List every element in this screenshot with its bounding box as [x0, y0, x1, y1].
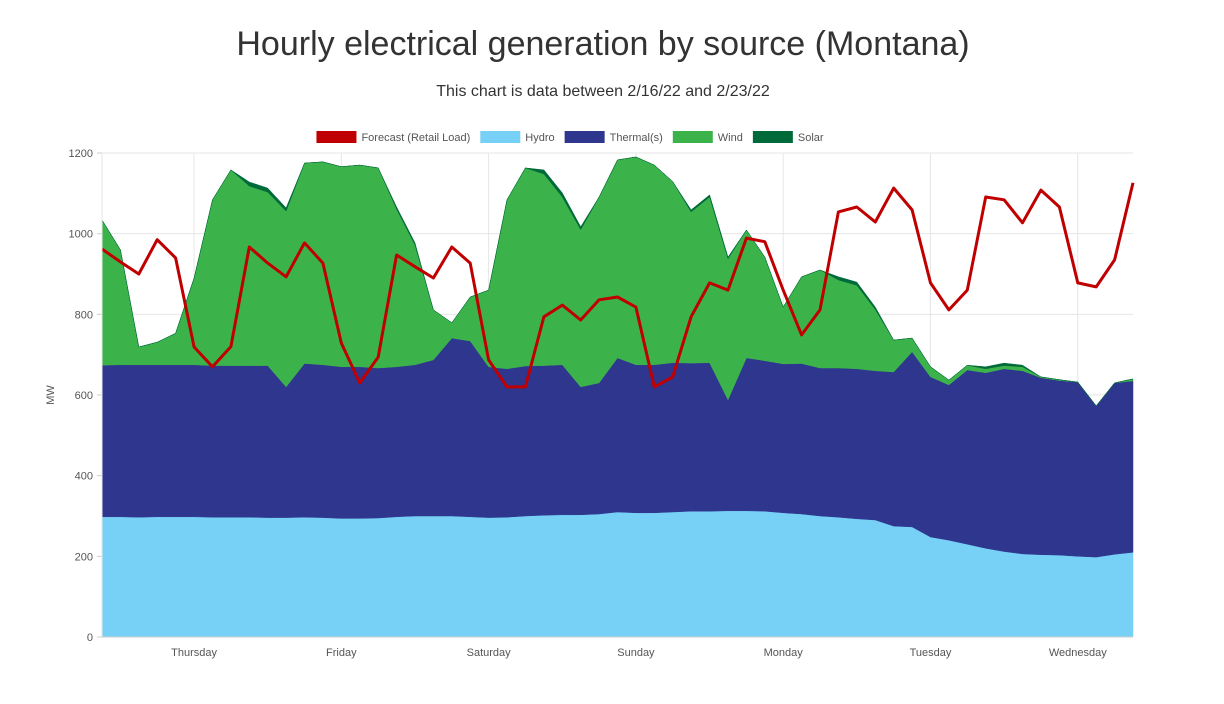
x-tick-label: Thursday: [171, 647, 217, 659]
y-tick-label: 600: [75, 390, 93, 402]
y-tick-label: 400: [75, 471, 93, 483]
x-tick-label: Monday: [764, 647, 804, 659]
x-tick-label: Saturday: [467, 647, 512, 659]
legend-swatch: [480, 131, 521, 143]
legend-item[interactable]: Forecast (Retail Load): [316, 131, 470, 144]
y-tick-label: 1000: [69, 229, 93, 241]
area-solar: [101, 156, 1134, 407]
legend-item[interactable]: Hydro: [480, 131, 555, 144]
x-tick-label: Sunday: [617, 647, 655, 659]
legend-swatch: [672, 131, 713, 143]
legend-swatch: [752, 131, 793, 143]
y-tick-label: 800: [75, 309, 93, 321]
chart-title: Hourly electrical generation by source (…: [236, 25, 969, 63]
legend-label: Solar: [798, 132, 824, 144]
legend-item[interactable]: Solar: [752, 131, 824, 144]
legend-label: Hydro: [525, 132, 554, 144]
y-tick-label: 200: [75, 551, 93, 563]
x-tick-label: Tuesday: [910, 647, 952, 659]
legend-label: Thermal(s): [610, 132, 663, 144]
x-tick-label: Wednesday: [1049, 647, 1107, 659]
legend-item[interactable]: Wind: [672, 131, 743, 144]
lines: [101, 182, 1135, 389]
legend: Forecast (Retail Load) Hydro Thermal(s) Win…: [316, 131, 824, 144]
legend-label: Forecast (Retail Load): [361, 132, 470, 144]
legend-swatch: [564, 131, 605, 143]
y-tick-label: 1200: [69, 148, 93, 160]
legend-item[interactable]: Thermal(s): [564, 131, 663, 144]
chart-subtitle: This chart is data between 2/16/22 and 2…: [436, 83, 770, 100]
axes: 0 200 400 600 800 1000 1200 Thursday Friday Satur…: [69, 148, 1133, 659]
legend-swatch: [316, 131, 357, 143]
legend-label: Wind: [718, 132, 743, 144]
line-forecast-retail-load: [101, 182, 1135, 389]
y-tick-label: 0: [87, 632, 93, 644]
stacked-areas: [101, 156, 1134, 638]
x-tick-label: Friday: [326, 647, 357, 659]
y-axis-label: MW: [45, 385, 57, 405]
